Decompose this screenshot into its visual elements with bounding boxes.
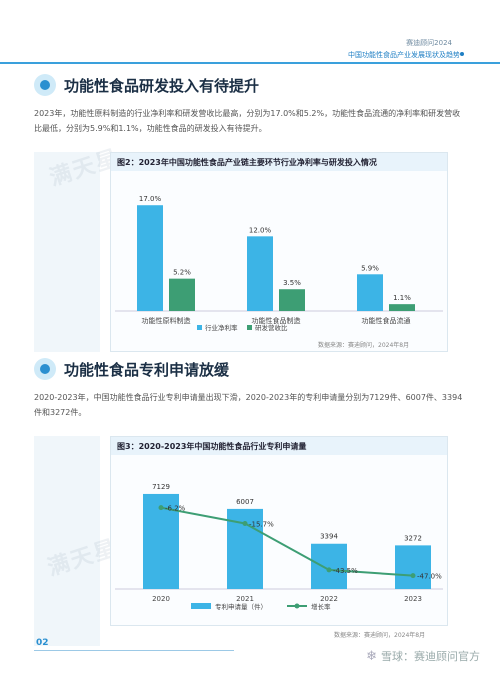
chart3-category-label: 2022 <box>320 595 338 603</box>
chart2-data-label: 12.0% <box>249 226 272 234</box>
chart3-growth-point <box>326 567 332 573</box>
page-number: 02 <box>36 638 49 648</box>
chart3-bar-label: 3394 <box>320 533 338 541</box>
chart3-bar-label: 3272 <box>404 534 422 542</box>
chart2-bar <box>169 278 195 311</box>
chart2-category-label: 功能性原料制造 <box>142 316 191 325</box>
chart3-bar-label: 7129 <box>152 483 170 491</box>
chart2-bar <box>279 289 305 311</box>
chart2-data-label: 5.2% <box>173 269 191 277</box>
header-dot-icon <box>460 52 464 56</box>
footer-credit: ❄ 雪球：赛迪顾问官方 <box>366 648 480 664</box>
chart3-growth-line <box>160 506 414 577</box>
chart2-legend-swatch <box>197 325 202 330</box>
chart3-source: 数据来源：赛迪顾问，2024年8月 <box>334 632 426 639</box>
chart2-panel: 图2：2023年中国功能性食品产业链主要环节行业净利率与研发投入情况 17.0%… <box>110 152 448 352</box>
chart2-bar <box>389 304 415 311</box>
chart3-legend-label: 增长率 <box>311 602 331 611</box>
snowball-icon: ❄ <box>366 648 377 664</box>
chart2-category-label: 功能性食品流通 <box>362 316 411 325</box>
chart2-data-label: 17.0% <box>139 195 162 203</box>
chart3-growth-label: -6.2% <box>165 505 186 513</box>
chart3-category-label: 2021 <box>236 595 254 603</box>
chart2-data-label: 3.5% <box>283 279 301 287</box>
footer-divider <box>34 650 234 651</box>
chart3-legend-swatch <box>191 603 211 609</box>
chart3-growth-point <box>410 573 416 579</box>
chart3-growth-point <box>242 521 248 526</box>
chart2-bar <box>357 274 383 311</box>
chart3-bar <box>311 543 347 589</box>
bullet-circle-icon <box>34 74 56 96</box>
chart3-category-label: 2020 <box>152 595 170 603</box>
section-patents: 功能性食品专利申请放缓 2020-2023年，中国功能性食品行业专利申请量出现下… <box>34 358 466 420</box>
chart3-growth-label: -15.7% <box>249 521 274 529</box>
section-title: 功能性食品专利申请放缓 <box>64 360 230 379</box>
section-rd-investment: 功能性食品研发投入有待提升 2023年，功能性原料制造的行业净利率和研发营收比最… <box>34 74 466 136</box>
chart3-legend-label: 专利申请量（件） <box>215 602 267 611</box>
chart3-growth-point <box>158 505 164 511</box>
footer-credit-text: 雪球：赛迪顾问官方 <box>381 650 480 663</box>
chart3-bar-label: 6007 <box>236 498 254 506</box>
section-paragraph: 2020-2023年，中国功能性食品行业专利申请量出现下滑，2020-2023年… <box>34 393 463 417</box>
chart2-data-label: 5.9% <box>361 264 379 272</box>
chart2-title: 图2：2023年中国功能性食品产业链主要环节行业净利率与研发投入情况 <box>111 153 447 171</box>
chart3-bar <box>395 545 431 589</box>
bullet-circle-icon <box>34 358 56 380</box>
chart2-legend-swatch <box>247 325 252 330</box>
chart3-legend-marker <box>294 603 300 609</box>
chart2-source: 数据来源：赛迪顾问，2024年8月 <box>318 342 410 349</box>
chart2-data-label: 1.1% <box>393 294 411 302</box>
chart2-legend-label: 行业净利率 <box>205 323 238 332</box>
header-brand: 赛迪顾问2024 <box>406 39 452 47</box>
chart3-category-label: 2023 <box>404 595 422 603</box>
chart2-svg: 17.0% 5.2% 功能性原料制造 12.0% 3.5% 功能性食品制造 5.9% 1.1%… <box>115 195 443 332</box>
chart3-panel: 图3：2020-2023年中国功能性食品行业专利申请量 7129 2020 6007… <box>110 436 448 626</box>
chart3-growth-label: -43.5% <box>333 567 358 575</box>
chart2-bar <box>137 205 163 311</box>
chart3-svg: 7129 2020 6007 2021 3394 2022 3272 2023 -6.2% -15… <box>115 483 443 611</box>
section-title: 功能性食品研发投入有待提升 <box>64 76 260 95</box>
header-subtitle: 中国功能性食品产业发展现状及趋势 <box>348 51 460 59</box>
header-divider <box>0 62 500 64</box>
chart3-title: 图3：2020-2023年中国功能性食品行业专利申请量 <box>111 437 447 455</box>
chart2-legend-label: 研发营收比 <box>255 323 288 332</box>
chart3-growth-label: -47.0% <box>417 573 442 581</box>
section-paragraph: 2023年，功能性原料制造的行业净利率和研发营收比最高，分别为17.0%和5.2… <box>34 109 461 133</box>
chart-side-band <box>34 152 100 352</box>
chart-side-band <box>34 436 100 646</box>
chart2-category-label: 功能性食品制造 <box>252 316 301 325</box>
chart2-bar <box>247 236 273 311</box>
